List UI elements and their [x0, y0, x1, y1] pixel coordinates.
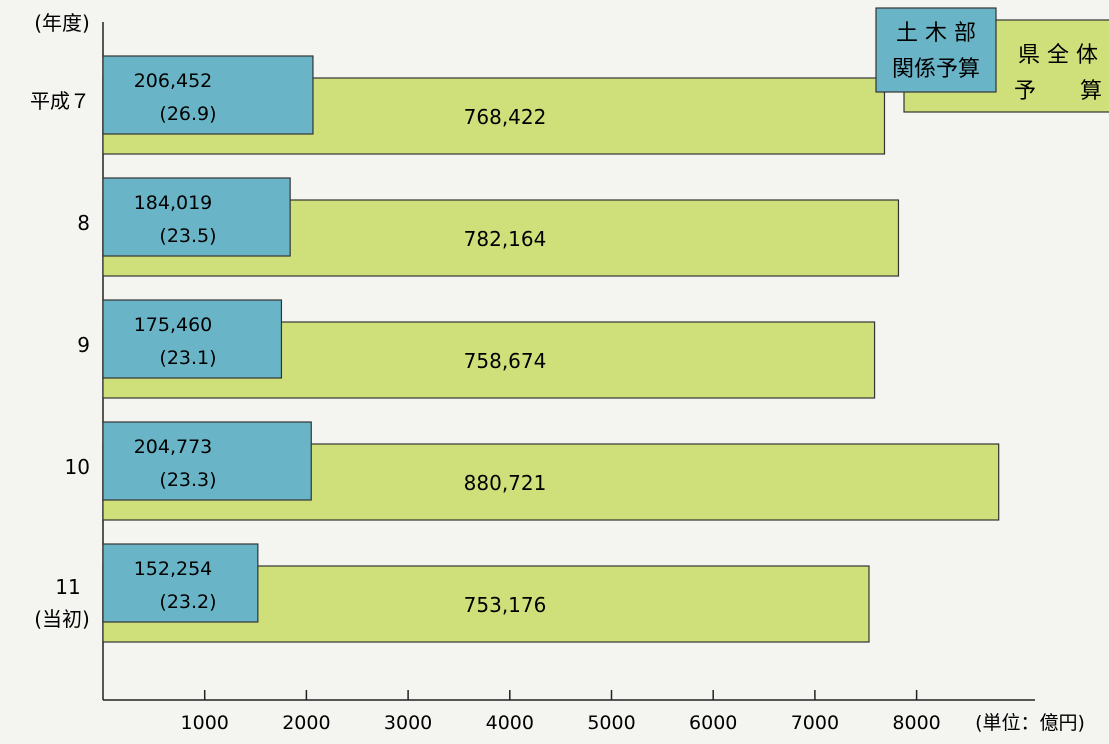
civil-budget-share-label: (23.3): [159, 469, 216, 491]
civil-budget-value-label: 152,254: [134, 558, 213, 580]
civil-budget-value-label: 184,019: [134, 192, 213, 214]
civil-budget-bar: [102, 421, 312, 501]
x-tick-label: 1000: [181, 712, 229, 734]
civil-budget-value-label: 206,452: [134, 70, 213, 92]
legend-total-label-1: 県 全 体: [1018, 43, 1098, 68]
x-tick-label: 3000: [384, 712, 432, 734]
category-label: 平成７: [30, 89, 90, 113]
civil-budget-bar: [102, 543, 259, 623]
civil-budget-share-label: (23.5): [159, 225, 216, 247]
legend-civil-label-1: 土 木 部: [896, 21, 976, 46]
total-budget-value-label: 880,721: [464, 471, 547, 495]
civil-budget-share-label: (23.1): [159, 347, 216, 369]
x-tick-label: 5000: [587, 712, 635, 734]
total-budget-value-label: 782,164: [464, 227, 547, 251]
total-budget-value-label: 758,674: [464, 349, 547, 373]
category-label: 11: [55, 575, 80, 599]
y-axis-title: (年度): [34, 11, 90, 35]
category-label: 10: [65, 455, 90, 479]
category-label: 8: [77, 211, 90, 235]
legend-total-label-2: 予 算: [1014, 79, 1102, 104]
total-budget-value-label: 753,176: [464, 593, 547, 617]
civil-budget-bar: [102, 299, 283, 379]
civil-budget-bar: [102, 177, 291, 257]
category-label-sub: (当初): [34, 607, 90, 631]
legend-civil-label-2: 関係予算: [892, 57, 980, 82]
x-tick-label: 7000: [791, 712, 839, 734]
x-tick-label: 4000: [486, 712, 534, 734]
x-tick-label: 2000: [282, 712, 330, 734]
civil-budget-share-label: (26.9): [159, 103, 216, 125]
x-tick-label: 6000: [689, 712, 737, 734]
x-tick-label: 8000: [892, 712, 940, 734]
civil-budget-share-label: (23.2): [159, 591, 216, 613]
civil-budget-bar: [102, 55, 314, 135]
legend-civil-swatch: [875, 7, 997, 93]
total-budget-value-label: 768,422: [464, 105, 547, 129]
unit-label: (単位：億円): [975, 712, 1085, 734]
civil-budget-value-label: 204,773: [134, 436, 213, 458]
category-label: 9: [77, 333, 90, 357]
civil-budget-value-label: 175,460: [134, 314, 213, 336]
